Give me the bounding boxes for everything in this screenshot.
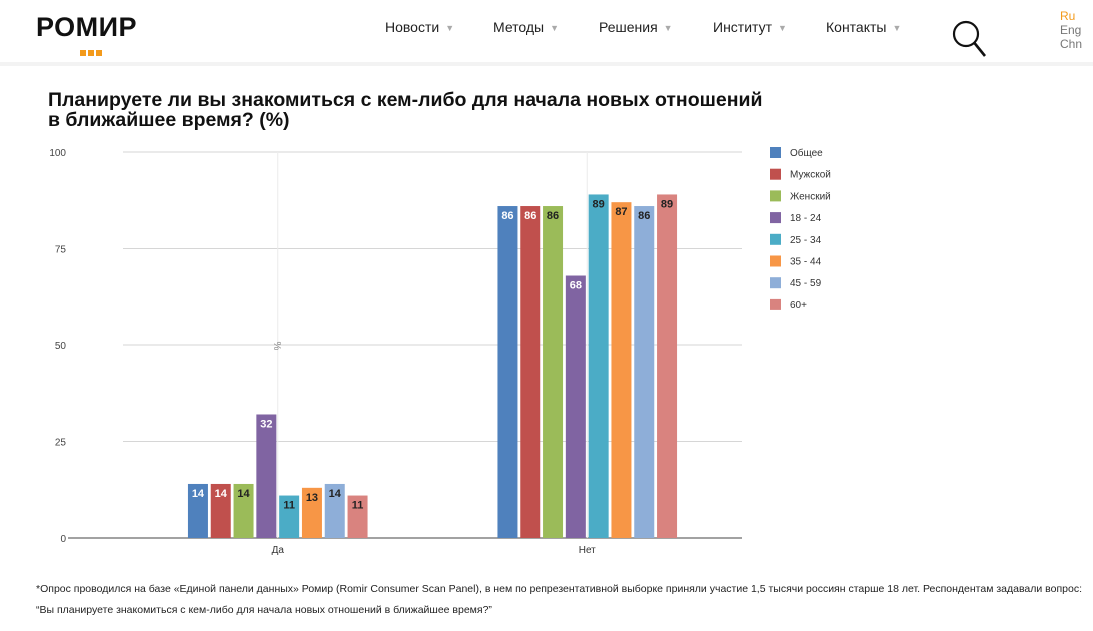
lang-ru[interactable]: Ru xyxy=(1060,9,1076,23)
bar xyxy=(301,487,322,538)
nav-item-news[interactable]: Новости ▼ xyxy=(385,19,454,35)
legend-label: 18 - 24 xyxy=(790,213,822,224)
bar xyxy=(634,206,655,539)
data-label: 14 xyxy=(215,488,228,500)
lang-eng[interactable]: Eng xyxy=(1060,23,1082,37)
legend-swatch xyxy=(770,277,781,289)
data-label: 86 xyxy=(547,210,559,222)
data-label: 14 xyxy=(192,488,205,500)
nav-item-label: Решения xyxy=(599,19,658,35)
data-label: 87 xyxy=(615,206,627,218)
logo-dots xyxy=(80,43,104,61)
bar xyxy=(279,495,300,538)
legend-swatch xyxy=(770,255,781,267)
legend-label: Общее xyxy=(790,147,823,159)
data-label: 86 xyxy=(501,210,513,222)
chevron-down-icon: ▼ xyxy=(550,23,560,34)
bar xyxy=(611,202,632,538)
legend-swatch xyxy=(770,212,781,224)
bar xyxy=(256,414,277,538)
x-tick-label: Нет xyxy=(579,545,596,556)
bar xyxy=(233,483,254,538)
legend-label: 60+ xyxy=(790,300,807,311)
nav-item-label: Институт xyxy=(713,19,773,35)
logo-text: РОМИР xyxy=(36,12,138,42)
nav-item-label: Методы xyxy=(493,19,545,35)
bar xyxy=(543,206,564,539)
data-label: 11 xyxy=(283,500,295,512)
data-label: 89 xyxy=(661,198,673,210)
data-label: 14 xyxy=(237,488,250,500)
bar xyxy=(657,194,678,538)
legend-label: 45 - 59 xyxy=(790,278,822,289)
bar xyxy=(187,483,208,538)
y-axis-label: % xyxy=(271,342,282,351)
site-header: РОМИР Новости ▼ Методы ▼ Решения ▼ Институт… xyxy=(0,0,1093,66)
y-tick-label: 75 xyxy=(55,245,67,256)
y-tick-label: 100 xyxy=(49,148,66,159)
bar xyxy=(520,206,541,539)
language-switcher: Ru Eng Chn xyxy=(1060,9,1082,51)
nav-item-institute[interactable]: Институт ▼ xyxy=(713,19,787,35)
legend-label: 25 - 34 xyxy=(790,235,822,246)
chevron-down-icon: ▼ xyxy=(663,23,673,34)
nav-item-contacts[interactable]: Контакты ▼ xyxy=(826,19,901,35)
data-label: 86 xyxy=(638,210,650,222)
y-tick-label: 0 xyxy=(60,534,66,545)
x-tick-label: Да xyxy=(272,545,285,556)
legend-swatch xyxy=(770,147,781,158)
search-icon[interactable] xyxy=(951,19,989,59)
y-tick-label: 50 xyxy=(55,341,67,352)
legend-swatch xyxy=(770,168,781,180)
data-label: 32 xyxy=(260,418,272,430)
chevron-down-icon: ▼ xyxy=(445,23,455,34)
romir-logo[interactable]: РОМИР xyxy=(36,12,138,56)
data-label: 14 xyxy=(329,488,342,500)
legend-swatch xyxy=(770,233,781,245)
lang-chn[interactable]: Chn xyxy=(1060,37,1083,51)
legend-label: 35 - 44 xyxy=(790,257,822,268)
bar xyxy=(324,483,345,538)
legend-label: Мужской xyxy=(790,170,831,181)
nav-item-label: Новости xyxy=(385,19,440,35)
survey-footnote: *Опрос проводился на базе «Единой панели… xyxy=(36,583,1083,616)
nav-item-label: Контакты xyxy=(826,19,887,35)
bar xyxy=(588,194,609,538)
bar xyxy=(347,495,368,538)
chevron-down-icon: ▼ xyxy=(892,23,902,34)
bar xyxy=(210,483,231,538)
chevron-down-icon: ▼ xyxy=(778,23,787,34)
bar xyxy=(497,206,518,539)
legend-swatch xyxy=(770,298,781,310)
bar xyxy=(565,275,586,538)
y-tick-label: 25 xyxy=(55,438,67,449)
data-label: 13 xyxy=(306,492,318,504)
data-label: 68 xyxy=(570,280,582,292)
chart-title: Планируете ли вы знакомиться с кем-либо … xyxy=(48,89,763,131)
nav-item-methods[interactable]: Методы ▼ xyxy=(493,19,559,35)
data-label: 86 xyxy=(524,210,536,222)
data-label: 89 xyxy=(593,198,605,210)
legend-swatch xyxy=(770,190,781,202)
legend-label: Женский xyxy=(790,191,831,202)
data-label: 11 xyxy=(352,500,364,512)
nav-item-solutions[interactable]: Решения ▼ xyxy=(599,19,673,35)
